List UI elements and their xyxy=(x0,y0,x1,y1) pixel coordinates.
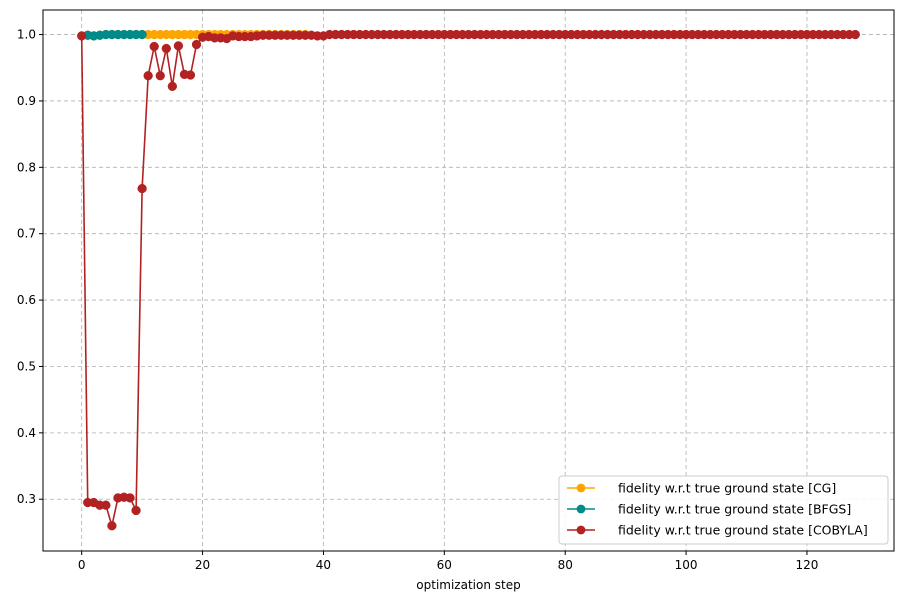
x-tick-label: 20 xyxy=(195,558,210,572)
legend: fidelity w.r.t true ground state [CG] fid… xyxy=(558,475,889,545)
legend-marker-swatch xyxy=(576,504,586,514)
y-tick-label: 0.8 xyxy=(17,160,36,174)
data-point xyxy=(155,71,165,81)
y-tick-label: 0.5 xyxy=(17,359,36,373)
series-2 xyxy=(83,29,147,41)
x-tick-label: 60 xyxy=(437,558,452,572)
x-tick-label: 80 xyxy=(558,558,573,572)
data-point xyxy=(149,41,159,52)
y-tick-label: 0.7 xyxy=(17,227,36,241)
legend-entry-label: fidelity w.r.t true ground state [COBYLA… xyxy=(618,523,868,538)
x-axis-label: optimization step xyxy=(416,578,520,592)
data-point xyxy=(137,29,147,40)
data-point xyxy=(101,500,111,510)
data-point xyxy=(125,493,135,503)
y-tick-label: 0.6 xyxy=(17,293,36,307)
y-tick-label: 0.9 xyxy=(17,94,36,108)
y-tick-label: 0.4 xyxy=(17,426,36,440)
axis-ticks: 0 20 40 60 80 100 120 0.3 0.4 0.5 0.6 0.7 0.8 0.9 1.0 xyxy=(17,28,819,572)
data-point xyxy=(850,29,860,40)
y-tick-label: 1.0 xyxy=(17,28,36,42)
data-point xyxy=(137,183,147,194)
legend-entry-label: fidelity w.r.t true ground state [BFGS] xyxy=(618,502,851,517)
series-3 xyxy=(77,29,860,531)
plot-frame xyxy=(42,9,895,552)
y-tick-label: 0.3 xyxy=(17,492,36,506)
data-point xyxy=(161,43,171,54)
x-tick-label: 40 xyxy=(316,558,331,572)
legend-marker-swatch xyxy=(576,525,586,535)
series-layer xyxy=(77,29,860,531)
data-point xyxy=(77,31,87,41)
x-tick-label: 120 xyxy=(796,558,819,572)
data-point xyxy=(167,81,177,91)
data-point xyxy=(191,39,202,50)
x-tick-label: 100 xyxy=(675,558,698,572)
x-tick-label: 0 xyxy=(78,558,86,572)
data-point xyxy=(143,71,153,81)
legend-entry-label: fidelity w.r.t true ground state [CG] xyxy=(618,481,836,496)
data-point xyxy=(131,505,141,516)
legend-marker-swatch xyxy=(576,483,586,493)
data-point xyxy=(185,70,196,80)
data-point xyxy=(173,41,184,51)
data-point xyxy=(107,521,117,531)
legend-box xyxy=(558,475,889,545)
